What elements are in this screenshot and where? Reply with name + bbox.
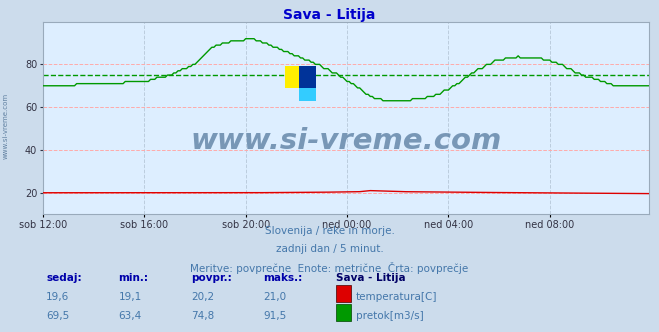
Text: Meritve: povprečne  Enote: metrične  Črta: povprečje: Meritve: povprečne Enote: metrične Črta:… <box>190 262 469 274</box>
Text: pretok[m3/s]: pretok[m3/s] <box>356 311 424 321</box>
FancyBboxPatch shape <box>299 66 316 88</box>
Text: povpr.:: povpr.: <box>191 273 232 283</box>
Text: 20,2: 20,2 <box>191 292 214 302</box>
Text: Sava - Litija: Sava - Litija <box>336 273 406 283</box>
FancyBboxPatch shape <box>285 66 302 88</box>
Text: min.:: min.: <box>119 273 149 283</box>
Text: 63,4: 63,4 <box>119 311 142 321</box>
Text: 91,5: 91,5 <box>264 311 287 321</box>
Text: www.si-vreme.com: www.si-vreme.com <box>3 93 9 159</box>
Text: zadnji dan / 5 minut.: zadnji dan / 5 minut. <box>275 244 384 254</box>
Text: Slovenija / reke in morje.: Slovenija / reke in morje. <box>264 226 395 236</box>
Text: www.si-vreme.com: www.si-vreme.com <box>190 127 501 155</box>
Text: 19,1: 19,1 <box>119 292 142 302</box>
Text: maks.:: maks.: <box>264 273 303 283</box>
Text: 21,0: 21,0 <box>264 292 287 302</box>
Text: temperatura[C]: temperatura[C] <box>356 292 438 302</box>
FancyBboxPatch shape <box>299 78 316 101</box>
Text: Sava - Litija: Sava - Litija <box>283 8 376 22</box>
Text: sedaj:: sedaj: <box>46 273 82 283</box>
Text: 74,8: 74,8 <box>191 311 214 321</box>
Text: 69,5: 69,5 <box>46 311 69 321</box>
Text: 19,6: 19,6 <box>46 292 69 302</box>
